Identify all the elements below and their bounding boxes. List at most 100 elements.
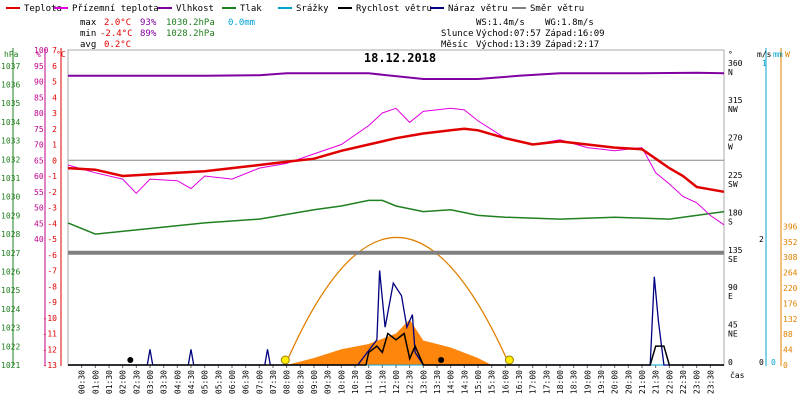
dir-tick: 0 <box>728 358 733 367</box>
temp-tick: -5 <box>47 235 57 244</box>
dir-tick-name: NE <box>728 330 738 339</box>
legend-label: Přízemní teplota <box>72 4 159 14</box>
sunrise-marker <box>280 355 290 365</box>
w-tick: 220 <box>783 284 798 293</box>
temp-tick: -8 <box>47 282 57 291</box>
x-tick-label: 12:30 <box>406 370 415 394</box>
pct-tick: 60 <box>34 172 44 181</box>
x-tick-label: 03:00 <box>146 370 155 394</box>
mm-tick: 1 <box>762 59 767 68</box>
x-tick-label: 04:00 <box>173 370 182 394</box>
temp-tick: 1 <box>52 141 57 150</box>
temp-tick: -4 <box>47 219 57 228</box>
hpa-tick: 1023 <box>1 324 20 333</box>
x-tick-label: 15:30 <box>488 370 497 394</box>
dir-tick: 315 <box>728 96 743 105</box>
moonset: Západ:2:17 <box>545 40 599 50</box>
hpa-tick: 1037 <box>1 62 20 71</box>
legend-item: Přízemní teplota <box>54 4 159 14</box>
legend-item: Rychlost větru <box>338 4 432 14</box>
legend-label: Srážky <box>296 4 329 14</box>
sunrise: Východ:07:57 <box>476 29 541 39</box>
wg-value: WG:1.8m/s <box>545 18 594 28</box>
legend-label: Směr větru <box>530 4 584 14</box>
hpa-tick: 1025 <box>1 286 20 295</box>
dir-tick: 180 <box>728 208 743 217</box>
temp-tick: 4 <box>52 93 57 102</box>
w-tick: 132 <box>783 315 798 324</box>
moonrise: Východ:13:39 <box>476 40 541 50</box>
hpa-tick: 1029 <box>1 211 20 220</box>
legend-label: Teplota <box>24 4 62 14</box>
x-tick-label: 22:30 <box>679 370 688 394</box>
max-temp: 2.0°C <box>104 18 131 28</box>
x-tick-label: 02:30 <box>132 370 141 394</box>
sun-label: Slunce <box>441 29 474 39</box>
dir-tick-name: SW <box>728 180 738 189</box>
w-axis-label: W <box>785 50 790 59</box>
temp-tick: -3 <box>47 204 57 213</box>
temp-tick: -7 <box>47 267 57 276</box>
legend-label: Tlak <box>240 4 262 14</box>
x-tick-label: 18:30 <box>570 370 579 394</box>
moonset-marker <box>127 357 134 363</box>
x-tick-label: 00:30 <box>78 370 87 394</box>
x-tick-label: 09:00 <box>310 370 319 394</box>
legend: Teplota Přízemní teplota Vlhkost Tlak Srážky… <box>6 4 584 14</box>
temp-tick: -13 <box>43 361 58 370</box>
w-tick: 0 <box>783 361 788 370</box>
hpa-tick: 1033 <box>1 137 20 146</box>
series-humidity <box>68 71 725 80</box>
x-tick-label: 01:30 <box>105 370 114 394</box>
avg-label: avg <box>80 40 96 50</box>
sunset: Západ:16:09 <box>545 29 605 39</box>
pct-tick: 95 <box>34 62 44 71</box>
x-tick-label: 05:30 <box>214 370 223 394</box>
pct-tick: 40 <box>34 235 44 244</box>
x-tick-label: 14:00 <box>447 370 456 394</box>
temp-tick: 0 <box>52 156 57 165</box>
x-tick-label: 05:00 <box>201 370 210 394</box>
x-tick-label: 02:00 <box>119 370 128 394</box>
x-tick-label: 13:30 <box>433 370 442 394</box>
hpa-tick: 1022 <box>1 342 20 351</box>
legend-item: Směr větru <box>512 4 584 14</box>
x-tick-label: 11:30 <box>378 370 387 394</box>
w-tick: 352 <box>783 238 798 247</box>
legend-item: Teplota <box>6 4 62 14</box>
pct-tick: 70 <box>34 141 44 150</box>
hpa-tick: 1030 <box>1 193 20 202</box>
x-tick-label: 07:30 <box>269 370 278 394</box>
x-tick-label: 22:00 <box>665 370 674 394</box>
rain-total: 0.0mm <box>228 18 255 28</box>
ms-tick: 0 <box>759 358 764 367</box>
dir-tick: 135 <box>728 246 743 255</box>
x-tick-label: 10:00 <box>337 370 346 394</box>
legend-item: Tlak <box>222 4 262 14</box>
hpa-tick: 1021 <box>1 361 20 370</box>
hpa-tick: 1026 <box>1 267 20 276</box>
chart-title: 18.12.2018 <box>364 51 436 65</box>
x-tick-label: 17:30 <box>542 370 551 394</box>
x-tick-label: 04:30 <box>187 370 196 394</box>
hpa-tick: 1036 <box>1 80 20 89</box>
moon-label: Měsíc <box>441 40 468 50</box>
legend-item: Vlhkost <box>158 4 214 14</box>
temp-tick: -12 <box>43 345 58 354</box>
w-tick: 44 <box>783 346 793 355</box>
pct-tick: 65 <box>34 156 44 165</box>
temp-tick: -2 <box>47 188 57 197</box>
x-tick-label: 23:00 <box>693 370 702 394</box>
hpa-tick: 1024 <box>1 305 20 314</box>
series-wind-speed <box>68 332 724 366</box>
min-label: min <box>80 29 96 39</box>
sun-trajectory <box>284 236 511 366</box>
dir-tick: 270 <box>728 134 743 143</box>
max-hum: 93% <box>140 18 157 28</box>
hpa-tick: 1032 <box>1 155 20 164</box>
mm-tick: 0 <box>771 358 776 367</box>
temp-tick: 7 <box>52 46 57 55</box>
temp-tick: -6 <box>47 251 57 260</box>
